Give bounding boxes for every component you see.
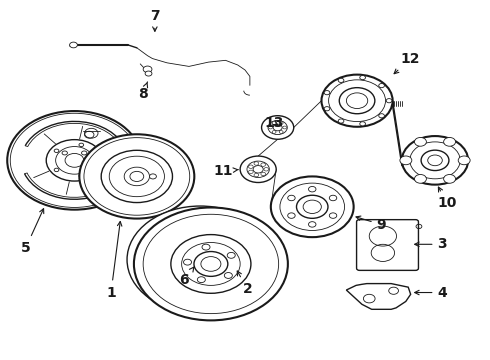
Circle shape <box>443 138 456 146</box>
Circle shape <box>338 119 344 123</box>
Circle shape <box>227 252 235 258</box>
Circle shape <box>379 114 385 118</box>
Text: 10: 10 <box>438 187 457 210</box>
Circle shape <box>279 122 283 125</box>
Circle shape <box>271 176 354 237</box>
Circle shape <box>184 259 192 265</box>
Circle shape <box>79 143 84 147</box>
Text: 12: 12 <box>394 51 420 74</box>
Circle shape <box>389 287 398 294</box>
Text: 1: 1 <box>106 221 122 300</box>
Text: 7: 7 <box>150 9 160 31</box>
Circle shape <box>202 244 210 250</box>
Circle shape <box>329 213 337 218</box>
Circle shape <box>262 116 294 139</box>
Text: 6: 6 <box>179 267 194 287</box>
Circle shape <box>79 174 84 177</box>
Circle shape <box>269 126 272 129</box>
Circle shape <box>248 165 253 168</box>
Circle shape <box>7 111 142 210</box>
Circle shape <box>402 136 468 185</box>
Circle shape <box>248 170 253 174</box>
Circle shape <box>443 175 456 183</box>
Circle shape <box>415 175 426 183</box>
Text: 8: 8 <box>138 82 147 101</box>
Circle shape <box>272 131 276 134</box>
Circle shape <box>197 277 205 283</box>
Circle shape <box>386 99 392 103</box>
Circle shape <box>94 159 99 162</box>
Circle shape <box>272 122 276 125</box>
Circle shape <box>261 172 266 176</box>
Circle shape <box>70 42 77 48</box>
Circle shape <box>324 91 330 95</box>
Circle shape <box>283 126 287 129</box>
Circle shape <box>360 122 366 126</box>
Circle shape <box>338 78 344 82</box>
Circle shape <box>309 186 316 192</box>
Circle shape <box>254 162 259 165</box>
Circle shape <box>54 149 59 153</box>
Circle shape <box>288 195 295 201</box>
Circle shape <box>240 156 276 183</box>
Text: 2: 2 <box>237 271 252 296</box>
Circle shape <box>288 213 295 218</box>
Text: 4: 4 <box>415 285 447 300</box>
Circle shape <box>415 138 426 146</box>
Circle shape <box>143 66 152 72</box>
Circle shape <box>149 174 156 179</box>
Circle shape <box>224 273 232 278</box>
Text: 3: 3 <box>415 237 447 251</box>
Circle shape <box>364 294 375 303</box>
Circle shape <box>309 222 316 227</box>
Circle shape <box>321 75 392 127</box>
Circle shape <box>145 71 152 76</box>
Circle shape <box>329 195 337 201</box>
Circle shape <box>458 156 470 165</box>
Circle shape <box>324 107 330 111</box>
Circle shape <box>400 156 412 165</box>
Polygon shape <box>346 284 411 309</box>
FancyBboxPatch shape <box>357 220 418 270</box>
Ellipse shape <box>127 206 273 313</box>
Text: 5: 5 <box>21 209 44 255</box>
Circle shape <box>360 76 366 80</box>
Circle shape <box>261 163 266 166</box>
Circle shape <box>54 168 59 172</box>
Circle shape <box>264 167 269 171</box>
Circle shape <box>254 174 259 177</box>
Text: 9: 9 <box>356 216 386 231</box>
Circle shape <box>379 84 385 88</box>
Text: 11: 11 <box>213 164 239 178</box>
Circle shape <box>79 134 195 219</box>
Circle shape <box>279 131 283 134</box>
Circle shape <box>134 207 288 320</box>
Text: 13: 13 <box>265 116 284 130</box>
